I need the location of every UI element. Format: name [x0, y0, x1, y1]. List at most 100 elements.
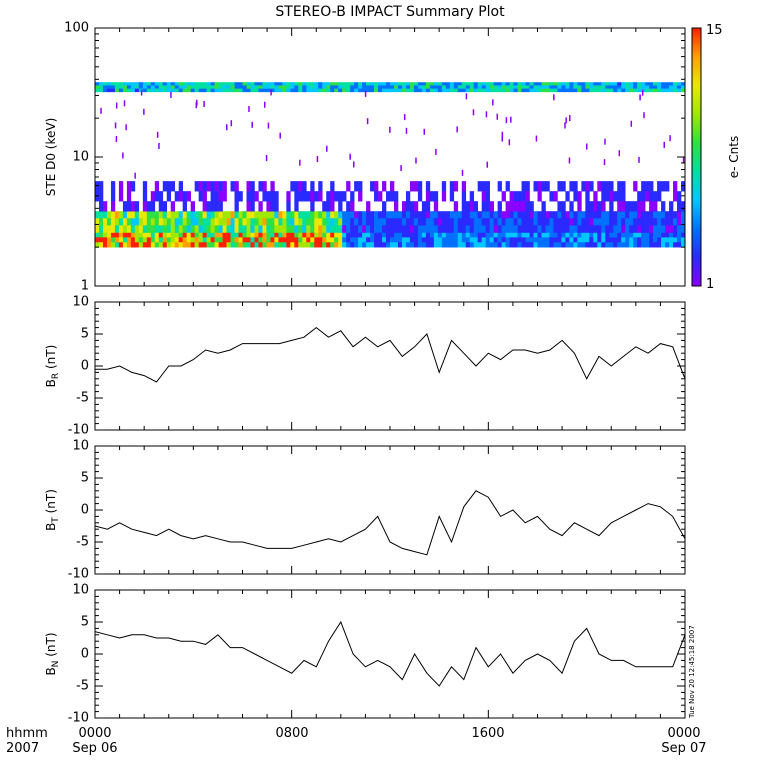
spectrogram-cell — [266, 88, 271, 93]
spectrogram-cell — [294, 211, 299, 219]
spectrogram-cell — [441, 191, 447, 202]
spectrogram-cell — [194, 85, 199, 89]
spectrogram-cell — [306, 225, 311, 233]
spectrogram-cell — [102, 242, 108, 248]
spectrogram-cell — [150, 88, 156, 93]
spectrogram-cell — [294, 85, 299, 89]
spectrogram-cell — [485, 242, 490, 248]
spectrogram-cell — [605, 191, 610, 202]
spectrogram-cell — [625, 232, 630, 238]
spectrogram-cell — [633, 218, 638, 226]
spectrogram-cell — [362, 242, 367, 248]
bt-ticks — [94, 445, 686, 575]
spectrogram-cell — [445, 82, 451, 86]
x-tick-time: 0800 — [275, 726, 308, 741]
spectrogram-cell — [178, 181, 184, 192]
spectrogram-cell — [190, 88, 195, 93]
spectrogram-cell — [641, 242, 646, 248]
spectrogram-cell — [110, 201, 116, 212]
spectrogram-cell — [617, 242, 622, 248]
spectrogram-cell — [549, 242, 554, 248]
spectrogram-cell — [609, 201, 614, 212]
spectrogram-cell — [609, 232, 614, 238]
spectrogram-cell — [254, 88, 259, 93]
spectrogram-cell — [633, 85, 638, 89]
spectrogram-cell — [421, 201, 427, 212]
spectrogram-cell — [262, 232, 267, 238]
spectrogram-cell — [618, 150, 621, 157]
spectrogram-cell — [346, 201, 351, 212]
bt-ytick: -10 — [68, 567, 89, 582]
spectrogram-cell — [366, 85, 371, 89]
spectrogram-cell — [374, 181, 379, 192]
spectrogram-cell — [509, 237, 514, 243]
spectrogram-cell — [481, 85, 486, 89]
spectrogram-cell — [98, 242, 104, 248]
spectrogram-cell — [645, 237, 650, 243]
spectrogram-cell — [358, 191, 363, 202]
spectrogram-cell — [493, 85, 498, 89]
spectrogram-cell — [126, 242, 132, 248]
spectrogram-cell — [485, 225, 490, 233]
spectrogram-cell — [661, 88, 666, 93]
spectrogram-cell — [489, 225, 494, 233]
spectrogram-cell — [497, 88, 502, 93]
spectrogram-cell — [669, 82, 674, 86]
spectrogram-cell — [134, 242, 140, 248]
spectrogram-cell — [533, 242, 538, 248]
spectrogram-cell — [354, 211, 359, 219]
spectrogram-cell — [677, 237, 682, 243]
spectrogram-cell — [593, 237, 598, 243]
spectrogram-cell — [421, 82, 427, 86]
spectrogram-cell — [102, 82, 108, 86]
spectrogram-cell — [437, 237, 443, 243]
bt-ytick: 10 — [72, 439, 89, 454]
spectrogram-cell — [154, 218, 160, 226]
spectrogram-cell — [461, 232, 467, 238]
spectrogram-cell — [505, 201, 510, 212]
spectrogram-cell — [310, 232, 315, 238]
spectrogram-cell — [429, 232, 435, 238]
spectrogram-cell — [382, 242, 387, 248]
spectrogram-cell — [250, 232, 255, 238]
spectrogram-cell — [669, 85, 674, 89]
spectrogram-cell — [629, 211, 634, 219]
spectrogram-cell — [497, 237, 502, 243]
spectrogram-cell — [525, 211, 530, 219]
spectrogram-cell — [198, 191, 203, 202]
spectrogram-cell — [677, 88, 682, 93]
spectrogram-cell — [638, 156, 640, 163]
spectrogram-cell — [625, 82, 630, 86]
spectrogram-cell — [653, 242, 658, 248]
spectrogram-cell — [508, 139, 511, 146]
spectrogram-cell — [274, 201, 279, 212]
spectrogram-cell — [386, 242, 391, 248]
spectrogram-cell — [114, 225, 120, 233]
spectrogram-cell — [537, 218, 542, 226]
spectrogram-cell — [413, 181, 419, 192]
bt-ylabel-main: B — [44, 523, 58, 531]
spectrogram-cell — [585, 181, 590, 192]
spectrogram-cell — [453, 242, 459, 248]
spectrogram-cell — [110, 232, 116, 238]
spectrogram-cell — [477, 88, 482, 93]
spectrogram-cell — [577, 211, 582, 219]
spectrogram-cell — [437, 232, 443, 238]
spectrogram-cell — [586, 143, 588, 150]
spectrogram-cell — [186, 232, 191, 238]
spectrogram-cell — [302, 225, 307, 233]
spectrogram-cell — [557, 82, 562, 86]
spectrogram-cell — [461, 181, 467, 192]
spectrogram-cell — [581, 88, 586, 93]
spectrogram-cell — [397, 232, 403, 238]
spectrogram-cell — [457, 225, 463, 233]
spectrogram-cell — [230, 232, 235, 238]
spectrogram-cell — [142, 201, 148, 212]
spectrogram-cell — [585, 218, 590, 226]
spectrogram-cell — [138, 242, 144, 248]
spectrogram-cell — [334, 211, 339, 219]
spectrogram-cell — [665, 232, 670, 238]
spectrogram-cell — [250, 225, 255, 233]
spectrogram-cell — [230, 237, 235, 243]
spectrogram-cell — [194, 225, 199, 233]
